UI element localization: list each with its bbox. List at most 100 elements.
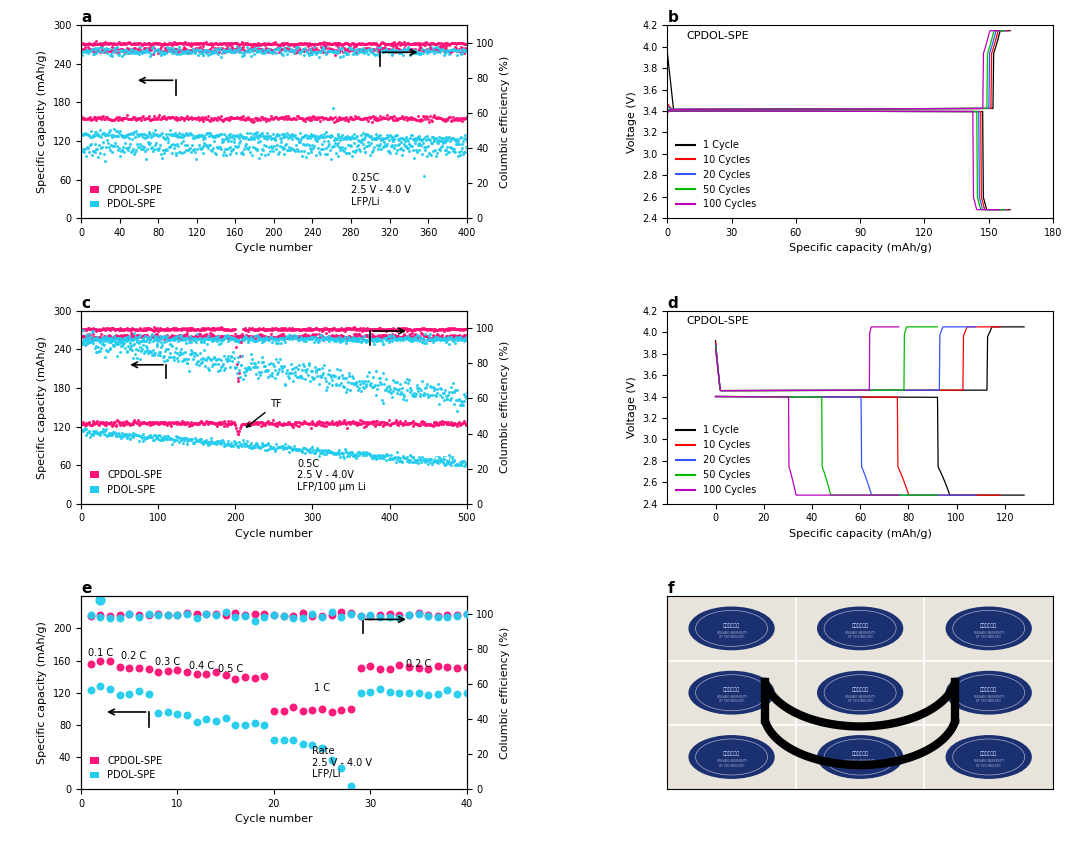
Point <box>194 48 212 62</box>
Point <box>203 322 220 336</box>
Point <box>405 414 422 427</box>
Point <box>208 37 226 51</box>
Point <box>416 333 433 346</box>
Point <box>444 43 461 57</box>
Point <box>89 323 106 337</box>
Point <box>95 415 112 429</box>
Point <box>323 705 340 718</box>
Point <box>390 322 407 335</box>
Point <box>228 340 245 354</box>
Point <box>159 706 176 719</box>
Point <box>189 435 206 448</box>
Point <box>245 323 262 337</box>
Point <box>311 449 328 463</box>
Point <box>94 110 111 123</box>
Point <box>422 452 440 466</box>
Text: WUHAN UNIVERSITY
OF TECHNOLOGY: WUHAN UNIVERSITY OF TECHNOLOGY <box>845 759 875 768</box>
Point <box>291 358 308 371</box>
Point <box>217 130 234 143</box>
Point <box>280 39 297 52</box>
Point <box>279 441 296 455</box>
Point <box>226 111 243 125</box>
Point <box>285 322 302 336</box>
Point <box>298 37 315 51</box>
Point <box>404 329 421 343</box>
Point <box>415 46 432 60</box>
Point <box>117 328 134 342</box>
Y-axis label: Specific capacity (mAh/g): Specific capacity (mAh/g) <box>37 51 48 193</box>
Point <box>90 340 107 354</box>
Point <box>420 37 437 51</box>
Point <box>333 329 350 343</box>
Point <box>243 44 260 57</box>
Point <box>157 46 174 59</box>
Point <box>365 415 382 429</box>
Point <box>323 753 340 766</box>
Point <box>340 330 357 344</box>
Point <box>327 377 345 391</box>
Point <box>189 111 206 124</box>
Point <box>206 358 224 371</box>
Point <box>104 333 121 346</box>
Point <box>301 332 319 345</box>
Point <box>314 142 332 155</box>
Point <box>314 419 332 432</box>
Point <box>121 323 138 337</box>
Point <box>89 344 106 358</box>
Point <box>343 331 361 344</box>
Point <box>419 111 436 124</box>
Point <box>246 39 264 52</box>
Point <box>295 333 312 347</box>
Point <box>256 669 273 683</box>
Point <box>104 331 121 344</box>
Point <box>181 336 199 349</box>
Point <box>391 333 408 347</box>
Point <box>217 329 234 343</box>
Point <box>147 322 164 336</box>
Point <box>368 138 386 152</box>
Point <box>363 322 380 336</box>
Point <box>180 43 198 57</box>
Point <box>303 609 321 622</box>
Point <box>322 333 339 346</box>
Point <box>125 414 143 427</box>
Point <box>342 139 360 153</box>
Point <box>384 331 402 344</box>
Point <box>320 44 337 57</box>
Point <box>157 331 174 344</box>
Point <box>368 41 386 55</box>
Point <box>185 331 202 344</box>
Point <box>327 378 345 392</box>
Point <box>368 331 386 344</box>
Point <box>350 322 367 335</box>
Point <box>222 417 240 430</box>
Point <box>257 44 274 57</box>
Point <box>131 434 148 447</box>
Point <box>336 330 353 344</box>
Point <box>411 453 429 467</box>
Point <box>305 129 322 143</box>
Point <box>393 43 410 57</box>
Point <box>283 129 300 143</box>
Point <box>362 659 379 673</box>
Point <box>386 45 403 58</box>
Point <box>75 334 92 348</box>
Point <box>260 442 278 456</box>
Point <box>139 332 157 345</box>
Point <box>235 143 253 156</box>
Point <box>172 129 189 143</box>
Point <box>328 419 346 432</box>
Point <box>158 42 175 56</box>
Point <box>107 111 124 125</box>
Point <box>97 415 114 429</box>
Point <box>325 139 342 153</box>
Point <box>308 333 325 347</box>
Point <box>320 112 337 126</box>
Point <box>176 35 193 49</box>
Point <box>171 40 188 53</box>
Point <box>397 331 415 344</box>
Point <box>418 454 435 468</box>
Point <box>379 44 396 57</box>
Point <box>336 324 353 338</box>
Point <box>137 128 154 142</box>
